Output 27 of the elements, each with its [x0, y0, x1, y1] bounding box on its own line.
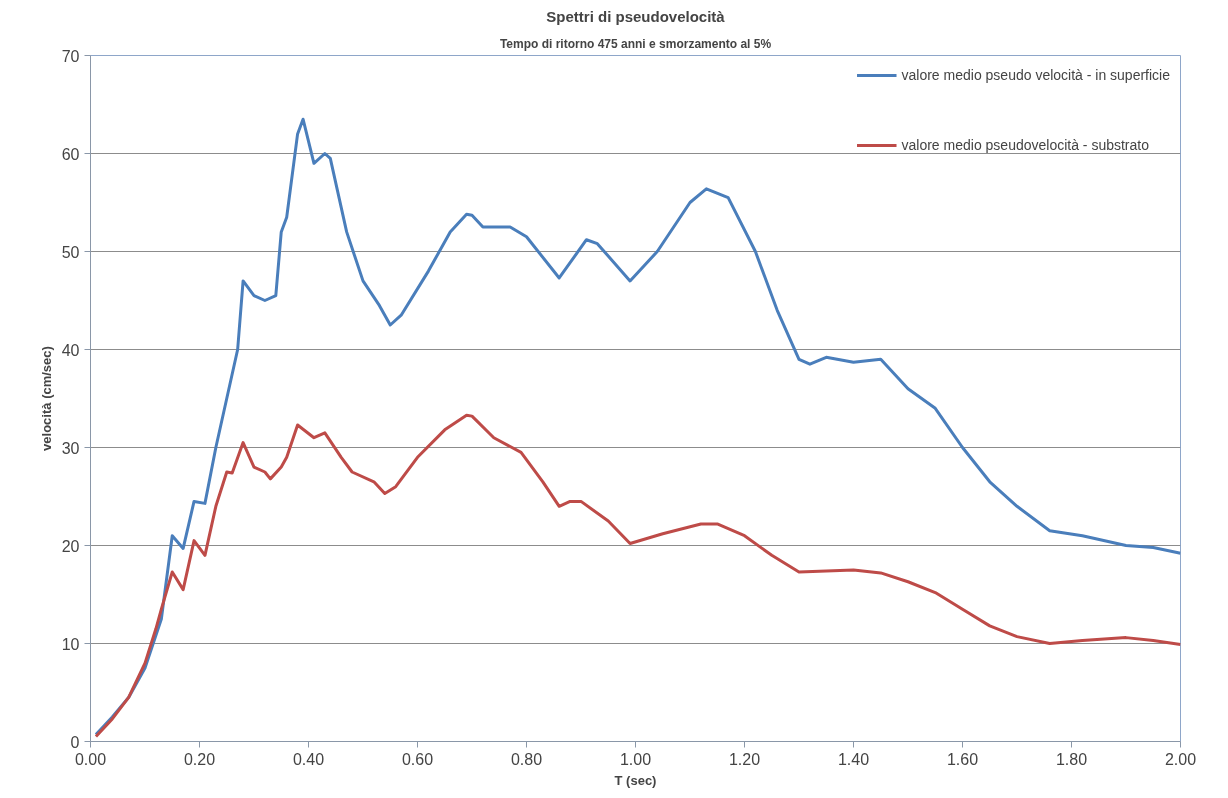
legend-label: valore medio pseudovelocità - substrato: [901, 137, 1149, 153]
y-tick-label: 30: [61, 439, 80, 457]
y-tick-label: 50: [61, 243, 80, 261]
y-tick-label: 60: [61, 145, 80, 163]
x-tick-label: 1.40: [837, 750, 870, 768]
legend-label: valore medio pseudo velocità - in superficie: [901, 67, 1170, 83]
x-tick-label: 0.20: [183, 750, 216, 768]
x-tick-label: 2.00: [1164, 750, 1197, 768]
x-tick-label: 1.20: [728, 750, 761, 768]
chart-title: Spettri di pseudovelocità: [546, 7, 726, 25]
x-tick-label: 0.40: [292, 750, 325, 768]
y-tick-label: 20: [61, 537, 80, 555]
x-tick-label: 0.60: [401, 750, 434, 768]
y-tick-label: 40: [61, 341, 80, 359]
x-tick-label: 1.60: [946, 750, 979, 768]
y-tick-label: 10: [61, 635, 80, 653]
x-tick-label: 0.00: [74, 750, 107, 768]
x-tick-label: 1.00: [619, 750, 652, 768]
chart-subtitle: Tempo di ritorno 475 anni e smorzamento al 5%: [499, 36, 772, 51]
line-series: [94, 413, 1181, 739]
y-axis-title: velocità (cm/sec): [38, 346, 54, 451]
y-tick-label: 0: [70, 733, 80, 751]
x-tick-label: 0.80: [510, 750, 543, 768]
x-axis-title: T (sec): [614, 772, 657, 788]
x-tick-label: 1.80: [1055, 750, 1088, 768]
y-tick-label: 70: [61, 47, 80, 65]
line-series: [94, 117, 1181, 737]
